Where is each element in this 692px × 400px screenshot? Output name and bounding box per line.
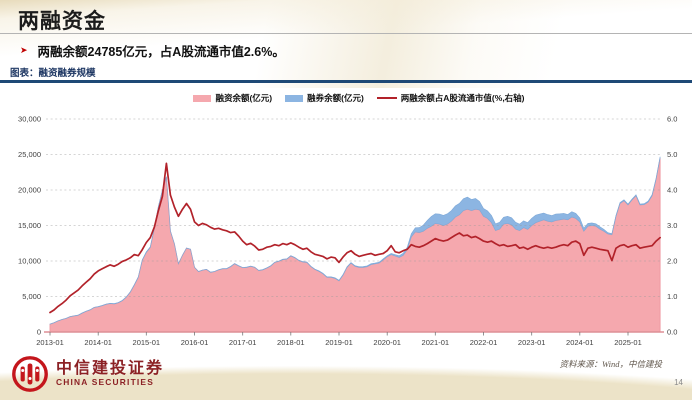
svg-text:2020-01: 2020-01	[373, 338, 401, 347]
legend-item-shorting: 融券余额(亿元)	[285, 92, 364, 104]
bullet-arrow-icon: ➤	[20, 45, 28, 55]
svg-text:10,000: 10,000	[18, 257, 41, 266]
financing-swatch	[193, 94, 212, 102]
y-axis-left-labels: 0 5,000 10,000 15,000 20,000 25,000 30,000	[18, 115, 41, 337]
svg-text:0.0: 0.0	[667, 328, 677, 337]
brand-name-cn: 中信建投证券	[56, 359, 165, 377]
ratio-line	[49, 162, 661, 314]
svg-text:6.0: 6.0	[667, 115, 677, 124]
page-number: 14	[674, 378, 683, 387]
top-decoration	[0, 0, 692, 88]
legend-label-ratio: 两融余额占A股流通市值(%,右轴)	[400, 93, 525, 103]
svg-text:5.0: 5.0	[667, 150, 677, 159]
chart-areas	[49, 156, 661, 333]
x-axis-labels: 2013-01 2014-01 2015-01 2016-01 2017-01 2018-…	[36, 338, 642, 347]
figure-label: 图表：融资融券规模	[10, 69, 96, 79]
svg-text:15,000: 15,000	[18, 221, 41, 230]
svg-text:20,000: 20,000	[18, 186, 41, 195]
svg-text:2022-01: 2022-01	[470, 338, 498, 347]
shorting-swatch	[285, 94, 304, 102]
y-axis-right-labels: 0.0 1.0 2.0 3.0 4.0 5.0 6.0	[667, 115, 677, 337]
svg-text:2018-01: 2018-01	[277, 338, 305, 347]
key-point-text: 两融余额24785亿元，占A股流通市值2.6%。	[37, 45, 285, 59]
svg-text:2021-01: 2021-01	[422, 338, 450, 347]
svg-text:25,000: 25,000	[18, 150, 41, 159]
page-title: 两融资金	[18, 10, 106, 33]
svg-text:4.0: 4.0	[667, 186, 677, 195]
bottom-decoration	[0, 366, 692, 400]
svg-text:2024-01: 2024-01	[566, 338, 594, 347]
legend-item-financing: 融资余额(亿元)	[193, 92, 272, 104]
svg-text:2023-01: 2023-01	[518, 338, 546, 347]
svg-text:2016-01: 2016-01	[181, 338, 209, 347]
legend-item-ratio: 两融余额占A股流通市值(%,右轴)	[376, 92, 525, 104]
svg-text:2014-01: 2014-01	[84, 338, 112, 347]
shorting-area	[49, 156, 661, 325]
ratio-line-swatch	[376, 96, 397, 100]
svg-text:2017-01: 2017-01	[229, 338, 257, 347]
svg-text:3.0: 3.0	[667, 221, 677, 230]
key-point: ➤ 两融余额24785亿元，占A股流通市值2.6%。	[20, 41, 285, 60]
brand-name-en: CHINA SECURITIES	[56, 377, 154, 388]
chart-gridlines	[46, 118, 662, 297]
svg-text:5,000: 5,000	[22, 292, 41, 301]
title-divider	[0, 33, 692, 34]
brand-footer: 中信建投证券 CHINA SECURITIES	[11, 355, 164, 393]
chart-axis	[44, 331, 664, 336]
svg-text:0: 0	[37, 328, 41, 337]
svg-text:2013-01: 2013-01	[36, 338, 64, 347]
legend-label-shorting: 融券余额(亿元)	[307, 93, 364, 103]
svg-text:2025-01: 2025-01	[614, 338, 642, 347]
chart-legend: 融资余额(亿元) 融券余额(亿元) 两融余额占A股流通市值(%,右轴)	[0, 92, 692, 104]
legend-label-financing: 融资余额(亿元)	[215, 93, 273, 103]
svg-text:2.0: 2.0	[667, 257, 677, 266]
svg-text:2019-01: 2019-01	[325, 338, 353, 347]
section-divider	[0, 80, 692, 83]
svg-text:2015-01: 2015-01	[133, 338, 161, 347]
svg-text:30,000: 30,000	[18, 115, 41, 124]
csc-logo-icon	[12, 356, 48, 392]
chart-line	[49, 162, 661, 314]
svg-text:1.0: 1.0	[667, 292, 677, 301]
source-note: 资料来源：Wind，中信建投	[559, 359, 662, 369]
